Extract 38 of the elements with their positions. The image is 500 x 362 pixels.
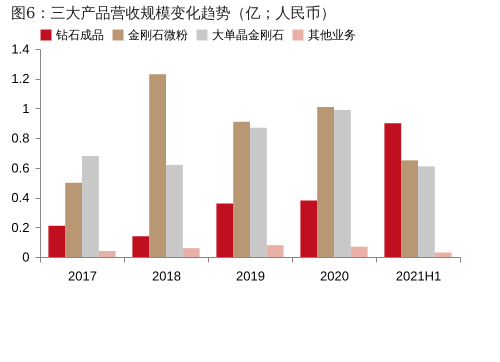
y-tick-label: 0 [22, 250, 30, 264]
x-tick-label: 2021H1 [396, 268, 442, 284]
bar [233, 122, 250, 257]
bar [300, 200, 318, 257]
bar [98, 251, 116, 257]
legend-label: 金刚石微粉 [128, 28, 188, 42]
bar [434, 252, 452, 257]
bar [166, 164, 183, 257]
bar [132, 236, 150, 257]
x-tick-label: 2019 [236, 268, 265, 284]
y-tick-label: 0.2 [11, 220, 30, 235]
bar [418, 166, 435, 257]
bar [182, 248, 200, 257]
y-tick-label: 0.8 [11, 130, 30, 146]
bar [350, 246, 368, 257]
chart-title: 图6：三大产品营收规模变化趋势（亿；人民币） [10, 4, 336, 22]
bar [266, 245, 284, 257]
x-tick-label: 2017 [68, 268, 97, 284]
bar [82, 156, 99, 257]
bar [65, 182, 82, 257]
bar [317, 106, 334, 257]
legend-label: 其他业务 [308, 28, 356, 42]
x-tick-label: 2020 [320, 268, 349, 284]
bar [48, 226, 66, 257]
bar [384, 123, 402, 257]
bar [334, 110, 351, 257]
y-tick-label: 1 [22, 100, 30, 116]
legend-label: 钻石成品 [55, 28, 104, 42]
bar [149, 74, 166, 257]
bar [216, 204, 234, 257]
x-tick-label: 2018 [152, 268, 181, 284]
bar [250, 128, 267, 257]
y-tick-label: 1.4 [11, 42, 30, 56]
y-tick-label: 0.6 [11, 160, 30, 176]
y-tick-label: 0.4 [11, 190, 30, 206]
bar [401, 160, 418, 257]
y-tick-label: 1.2 [11, 71, 30, 86]
legend-label: 大单晶金刚石 [212, 28, 284, 42]
